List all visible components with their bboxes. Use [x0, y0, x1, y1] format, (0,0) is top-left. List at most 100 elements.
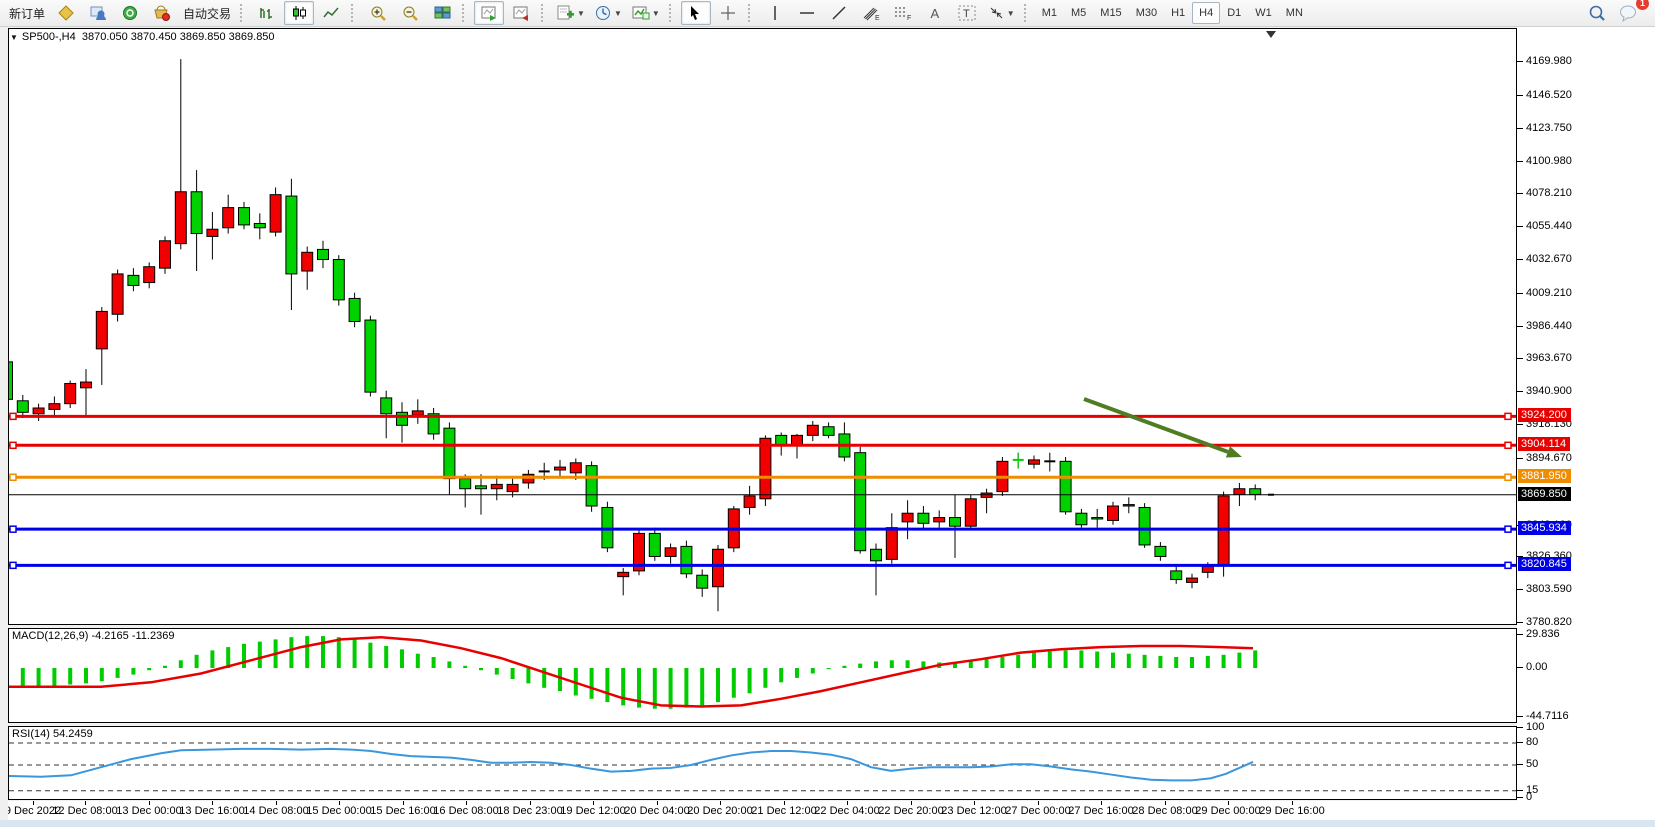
periods-icon[interactable]: ▼: [591, 1, 626, 25]
timeframe-button-h4[interactable]: H4: [1192, 2, 1221, 24]
time-tick-label: 27 Dec 00:00: [1005, 805, 1071, 817]
new-chart-icon[interactable]: ▼: [553, 1, 589, 25]
time-tick: [657, 801, 658, 805]
chevron-down-icon: ▼: [1006, 8, 1015, 18]
hline-price-flag: 3820.845: [1518, 557, 1571, 572]
notifications-icon[interactable]: 1: [1614, 0, 1649, 25]
time-tick: [1165, 801, 1166, 805]
time-axis[interactable]: 9 Dec 2022 12 Dec 08:00 13 Dec 00:00 13 Dec…: [8, 801, 1517, 821]
rsi-tick-label: 80: [1526, 735, 1539, 748]
price-axis[interactable]: 4169.980 4146.520 4123.750 4100.980 4078.210…: [1517, 27, 1655, 803]
toolbar-separator: [1023, 4, 1031, 22]
new-order-button[interactable]: 新订单: [9, 6, 46, 21]
time-tick: [1292, 801, 1293, 805]
time-tick: [974, 801, 975, 805]
time-tick: [466, 801, 467, 805]
zoom-out-icon[interactable]: [395, 1, 425, 25]
rsi-panel[interactable]: [8, 726, 1517, 800]
horizontal-lines[interactable]: [9, 412, 1516, 570]
rsi-line: [9, 747, 1254, 782]
macd-tick-label: 0.00: [1526, 661, 1548, 673]
time-tick-label: 27 Dec 16:00: [1068, 805, 1134, 817]
crosshair-tool-icon[interactable]: [713, 1, 743, 25]
time-tick: [911, 801, 912, 805]
time-tick-label: 15 Dec 16:00: [370, 805, 436, 817]
time-tick-label: 20 Dec 04:00: [624, 805, 690, 817]
svg-text:E: E: [875, 15, 880, 21]
window-bottom-edge: [0, 820, 1655, 827]
macd-histogram: [20, 636, 1258, 709]
hline-handle: [1504, 473, 1512, 482]
time-tick-label: 13 Dec 16:00: [179, 805, 245, 817]
metaeditor-icon[interactable]: [51, 1, 81, 25]
chart-title: ▼ SP500-,H4 3870.050 3870.450 3869.850 38…: [10, 31, 275, 43]
time-tick: [530, 801, 531, 805]
time-tick: [720, 801, 721, 805]
axis-tick: [1517, 589, 1523, 591]
time-tick: [847, 801, 848, 805]
channel-tool-icon[interactable]: E: [856, 1, 886, 25]
horizontal-line-tool-icon[interactable]: [792, 1, 822, 25]
fibonacci-tool-icon[interactable]: F: [888, 1, 918, 25]
bar-chart-type-icon[interactable]: [252, 1, 282, 25]
macd-panel[interactable]: [8, 628, 1517, 723]
time-tick: [593, 801, 594, 805]
timeframe-button-h1[interactable]: H1: [1171, 7, 1186, 19]
axis-tick: [1517, 622, 1523, 624]
macd-tick-label: -44.7116: [1526, 710, 1569, 723]
time-tick: [149, 801, 150, 805]
price-tick-label: 4055.440: [1526, 220, 1572, 233]
hline-handle: [1504, 412, 1512, 421]
timeframe-button-d1[interactable]: D1: [1227, 7, 1242, 19]
axis-tick: [1517, 61, 1523, 63]
time-tick: [1101, 801, 1102, 805]
hline-handle: [9, 412, 17, 421]
arrows-tool-icon[interactable]: ▼: [984, 1, 1019, 25]
axis-tick: [1517, 358, 1523, 360]
price-tick-label: 4169.980: [1526, 55, 1572, 68]
trend-arrow-annotation[interactable]: [1083, 397, 1242, 458]
timeframe-button-m5[interactable]: M5: [1071, 7, 1087, 19]
timeframe-button-m30[interactable]: M30: [1135, 7, 1158, 19]
tile-windows-icon[interactable]: [427, 1, 457, 25]
algo-trading-button[interactable]: 自动交易: [183, 6, 232, 21]
time-tick: [1038, 801, 1039, 805]
trendline-tool-icon[interactable]: [824, 1, 854, 25]
timeframe-button-w1[interactable]: W1: [1255, 7, 1272, 19]
zoom-in-icon[interactable]: [363, 1, 393, 25]
time-tick-label: 29 Dec 16:00: [1259, 805, 1325, 817]
timeframe-button-mn[interactable]: MN: [1285, 7, 1303, 19]
axis-tick: [1517, 556, 1523, 558]
axis-tick: [1517, 127, 1523, 129]
text-label-tool-icon[interactable]: T: [952, 1, 982, 25]
toolbar-separator: [541, 4, 548, 22]
text-tool-icon[interactable]: A: [930, 5, 940, 21]
search-icon[interactable]: [1582, 1, 1612, 25]
price-tick-label: 4009.210: [1526, 286, 1572, 299]
chevron-down-icon: ▼: [651, 8, 660, 18]
chart-dropdown-icon[interactable]: ▼: [10, 33, 18, 42]
axis-tick: [1517, 258, 1523, 260]
svg-text:T: T: [963, 8, 970, 20]
cursor-tool-icon[interactable]: [680, 1, 711, 25]
price-tick-label: 4123.750: [1526, 121, 1572, 134]
rsi-tick-label: 50: [1526, 758, 1539, 770]
price-tick-label: 3894.670: [1526, 451, 1572, 464]
vertical-line-tool-icon[interactable]: [760, 1, 790, 25]
chart-shift-marker: [1266, 31, 1276, 38]
templates-icon[interactable]: ▼: [628, 1, 664, 25]
toolbar-separator: [351, 4, 358, 22]
strategy-tester-icon[interactable]: [83, 1, 113, 25]
timeframe-button-m15[interactable]: M15: [1100, 7, 1122, 19]
market-watch-icon[interactable]: [115, 1, 145, 25]
chart-shift-icon[interactable]: [506, 1, 536, 25]
main-chart-panel[interactable]: [8, 28, 1517, 625]
time-tick: [403, 801, 404, 805]
line-chart-type-icon[interactable]: [316, 1, 346, 25]
time-tick-label: 21 Dec 12:00: [751, 805, 817, 817]
algo-trading-icon[interactable]: [147, 1, 177, 25]
candle-chart-type-icon[interactable]: [284, 1, 315, 25]
timeframe-button-m1[interactable]: M1: [1041, 7, 1057, 19]
auto-scroll-icon[interactable]: [474, 1, 505, 25]
